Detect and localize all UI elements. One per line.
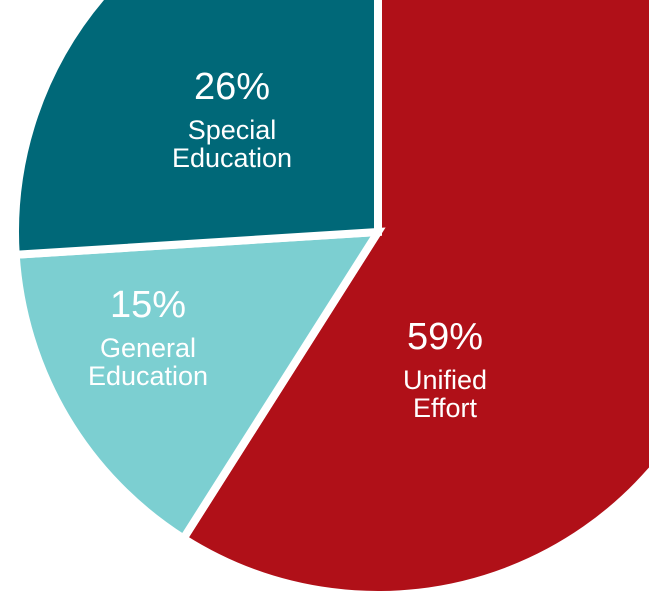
pie-slice	[11, 0, 382, 260]
category-label: Special Education	[171, 114, 293, 174]
category-label: General Education	[87, 332, 209, 392]
slice-label: 15% General Education	[68, 284, 228, 392]
value-label: 59%	[406, 316, 484, 358]
slice-label: 59% Unified Effort	[365, 316, 525, 424]
slice-label: 26% Special Education	[152, 66, 312, 174]
category-label: Unified Effort	[402, 364, 488, 424]
value-label: 15%	[109, 284, 187, 326]
pie-slice	[177, 0, 649, 592]
pie-slice	[11, 227, 386, 545]
value-label: 26%	[193, 66, 271, 108]
